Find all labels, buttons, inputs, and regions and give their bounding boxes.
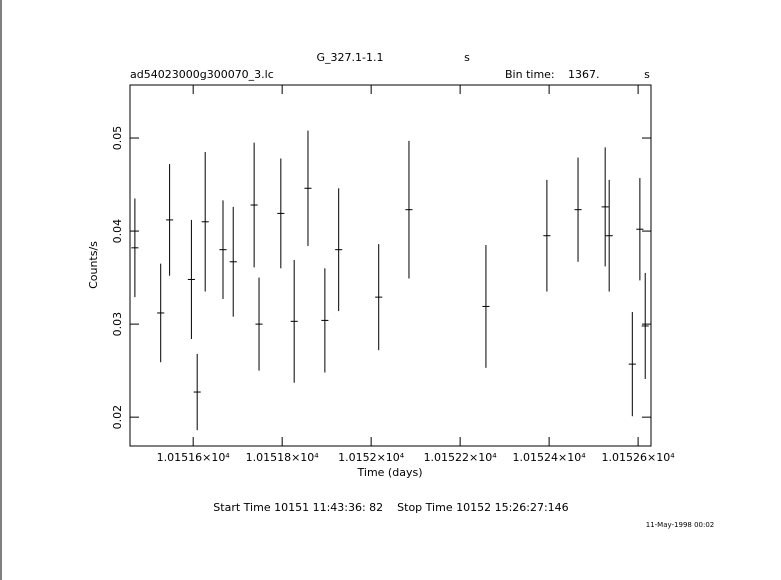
data-point [321, 268, 329, 373]
data-point [229, 206, 237, 317]
data-point [601, 147, 609, 267]
data-point [605, 179, 613, 292]
data-point [131, 198, 139, 298]
title-unit: s [464, 51, 470, 64]
x-tick-label: 1.01524×10⁴ [513, 451, 587, 464]
data-point [304, 130, 312, 246]
data-point [219, 200, 227, 299]
data-point [574, 157, 582, 262]
y-tick-label: 0.05 [111, 126, 124, 151]
title: G_327.1-1.1 [317, 51, 384, 64]
x-tick-label: 1.01522×10⁴ [424, 451, 498, 464]
footer: Start Time 10151 11:43:36: 82 Stop Time … [213, 501, 568, 514]
y-tick-label: 0.02 [111, 405, 124, 430]
plot-frame [129, 84, 652, 447]
data-point [187, 219, 195, 340]
bin-time-label: Bin time: [505, 68, 555, 81]
data-point [193, 353, 201, 431]
data-point [201, 151, 209, 292]
x-tick-label: 1.01526×10⁴ [602, 451, 676, 464]
data-point [277, 158, 285, 269]
x-tick-label: 1.0152×10⁴ [338, 451, 405, 464]
data-point [543, 179, 551, 292]
data-point [628, 312, 636, 417]
data-point [157, 263, 165, 363]
data-point [482, 245, 490, 368]
date-stamp: 11-May-1998 00:02 [646, 521, 715, 529]
file-name: ad54023000g300070_3.lc [130, 68, 274, 81]
bin-time-unit: s [644, 68, 650, 81]
data-point [166, 164, 174, 276]
x-axis-label: Time (days) [357, 466, 423, 479]
x-tick-label: 1.01516×10⁴ [157, 451, 231, 464]
y-tick-label: 0.03 [111, 312, 124, 337]
data-point [250, 142, 258, 268]
data-point [405, 140, 413, 279]
bin-time: 1367. [568, 68, 600, 81]
y-axis-label: Counts/s [87, 241, 100, 289]
data-point [375, 244, 383, 351]
data-point [290, 259, 298, 383]
data-point [636, 178, 644, 281]
y-tick-label: 0.04 [111, 219, 124, 244]
data-point [641, 272, 649, 380]
data-point [335, 188, 343, 312]
x-tick-label: 1.01518×10⁴ [246, 451, 320, 464]
data-point [255, 277, 263, 371]
